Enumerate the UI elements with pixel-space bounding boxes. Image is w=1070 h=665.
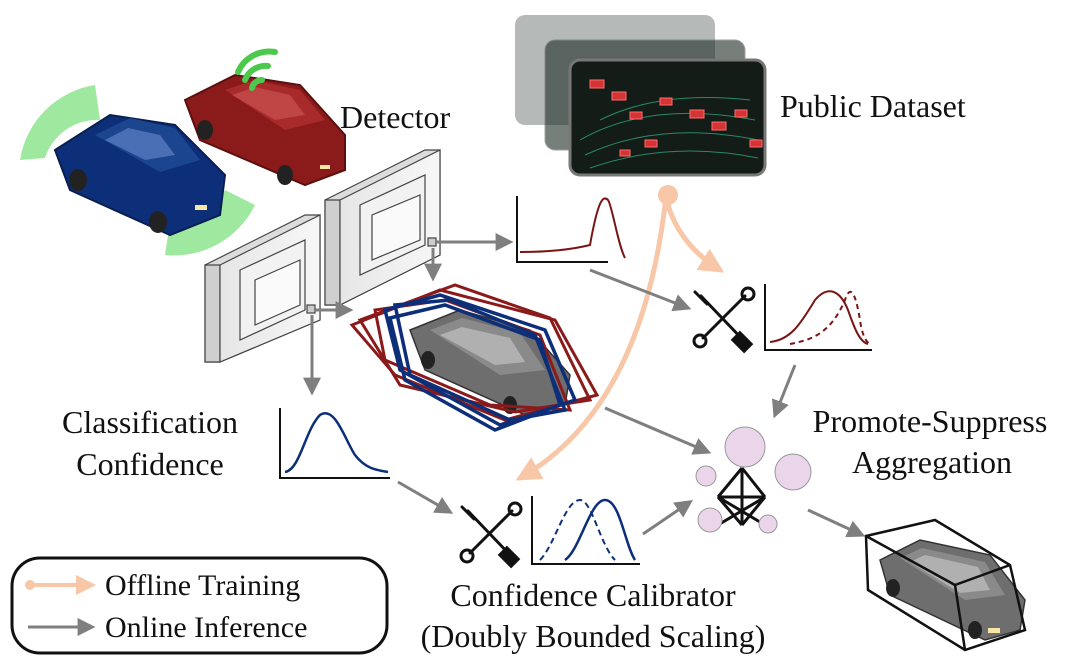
detector-label: Detector [340,99,451,135]
calibrated-score-distribution-plot [764,284,872,351]
classification-confidence-plot [279,408,390,479]
graph-node [695,465,717,487]
detector-blocks [204,149,441,363]
calibrator-label-line2: (Doubly Bounded Scaling) [421,618,766,654]
legend: Offline Training Online Inference [10,556,389,655]
graph-node [697,507,723,533]
output-car-with-box [864,518,1027,652]
classification-confidence-label-line1: Classification [62,404,238,440]
promote-suppress-label-line2: Aggregation [852,444,1012,480]
graph-node [758,514,778,534]
public-dataset-images [515,15,767,177]
offline-arrows [515,185,725,481]
graph-node [724,426,766,468]
classification-confidence-label-line2: Confidence [76,446,224,482]
blue-car-icon [20,85,255,256]
legend-box [10,556,389,655]
wrench-screwdriver-icon [459,501,523,569]
sensor-arc-icon [165,190,255,256]
public-dataset-label: Public Dataset [780,88,966,124]
sensor-arc-icon [20,85,100,160]
wrench-screwdriver-icon [692,286,756,354]
raw-score-distribution-plot [516,196,626,263]
online-arrows [303,233,866,538]
offline-source-dot [658,185,678,205]
legend-offline-dot [25,580,35,590]
legend-offline-label: Offline Training [105,569,300,602]
wifi-signal-icon [235,48,278,91]
calibrator-distribution-plot [531,496,640,565]
calibrator-label-line1: Confidence Calibrator [450,577,736,613]
graph-node [774,453,812,491]
red-car-icon [183,48,346,187]
legend-online-label: Online Inference [105,611,307,644]
graph-network-icon [695,426,812,534]
detected-car-with-boxes [349,283,600,432]
promote-suppress-label-line1: Promote-Suppress [813,403,1048,439]
